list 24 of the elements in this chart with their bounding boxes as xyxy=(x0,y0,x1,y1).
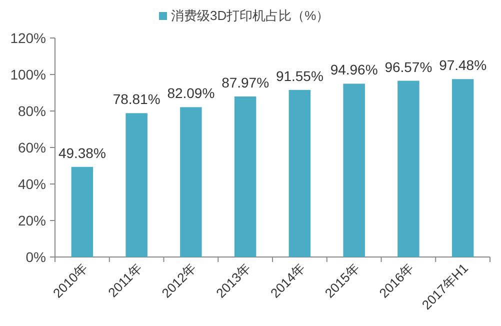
data-label: 87.97% xyxy=(222,74,270,90)
y-tick-label: 80% xyxy=(18,103,46,119)
bar xyxy=(452,79,474,257)
data-label: 82.09% xyxy=(167,85,215,102)
y-tick-label: 20% xyxy=(18,212,46,228)
bar xyxy=(71,166,94,257)
bar xyxy=(126,113,148,257)
data-label: 49.38% xyxy=(58,144,106,161)
y-tick-label: 100% xyxy=(10,66,46,82)
y-tick-label: 0% xyxy=(26,249,46,265)
data-label: 96.57% xyxy=(384,58,432,75)
bar xyxy=(288,90,311,257)
data-label: 78.81% xyxy=(112,91,160,108)
y-tick-label: 40% xyxy=(18,176,46,192)
data-label: 97.48% xyxy=(439,57,487,74)
y-tick-label: 120% xyxy=(10,30,46,46)
bar xyxy=(343,84,365,257)
bar xyxy=(398,80,420,257)
bar xyxy=(234,96,256,257)
data-label: 91.55% xyxy=(276,68,324,84)
y-tick-label: 60% xyxy=(18,140,46,156)
legend-label: 消费级3D打印机占比（%） xyxy=(171,8,330,23)
bar xyxy=(180,107,202,257)
data-label: 94.96% xyxy=(330,62,378,78)
